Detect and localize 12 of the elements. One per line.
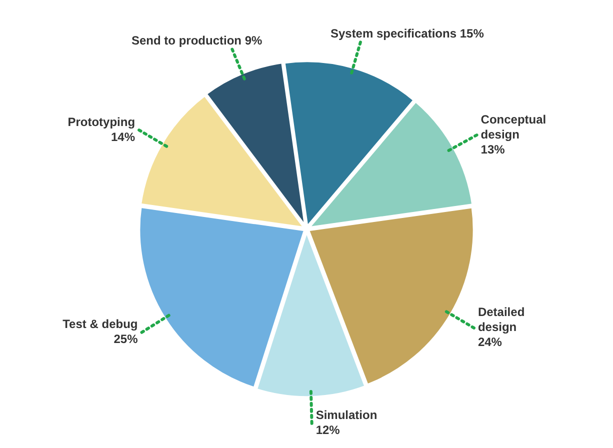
slice-label: Send to production 9% — [132, 34, 262, 48]
slice-label: System specifications 15% — [330, 26, 484, 40]
data-label: 24% — [478, 335, 502, 350]
data-label: 13% — [480, 142, 506, 156]
data-label: 12% — [316, 423, 340, 438]
data-label: 25% — [114, 332, 138, 346]
slice-label: Prototyping — [68, 114, 136, 129]
slice-label: Conceptual design — [480, 112, 546, 142]
data-label: 14% — [111, 130, 136, 144]
slice-label: Test & debug — [62, 317, 138, 332]
slice-label: Simulation — [316, 408, 378, 422]
slice-label: Detailed design — [478, 305, 525, 334]
